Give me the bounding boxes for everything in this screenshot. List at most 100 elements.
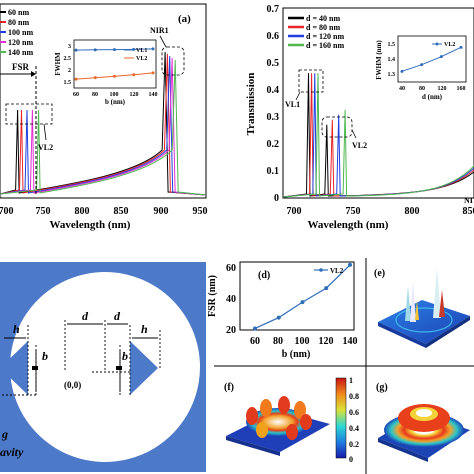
y-tick-06: 0.6 xyxy=(267,31,280,42)
inset-r-x-label: d (nm) xyxy=(422,93,443,101)
inset-x-tick-100: 100 xyxy=(110,92,119,98)
inset-r-point xyxy=(420,63,424,67)
fsr-point xyxy=(300,300,305,305)
panel-d-x-tick-100: 100 xyxy=(295,336,310,347)
legend-right: d = 40 nm d = 80 nm d = 120 nm d = 160 n… xyxy=(288,14,344,50)
x-ticks-right: 700 750 800 850 xyxy=(287,206,474,217)
legend-r-label-2: d = 80 nm xyxy=(306,23,340,32)
vl2-box-left xyxy=(5,103,53,125)
fsr-label: FSR xyxy=(12,62,30,72)
label-g: g xyxy=(1,427,8,441)
legend-label-1: 60 nm xyxy=(8,8,29,17)
inset-r-legend-label: VL2 xyxy=(444,42,455,48)
vl1-box xyxy=(298,69,324,93)
vl2-box-right xyxy=(321,116,353,138)
panel-d-y-tick-20: 20 xyxy=(226,325,236,336)
y-tick-01: 0.1 xyxy=(267,166,280,177)
vl2-label-left: VL2 xyxy=(38,143,53,152)
inset-r-y-label: FWHM (nm) xyxy=(375,40,383,80)
panel-label-d: (d) xyxy=(258,270,270,281)
panel-d-x-tick-80: 80 xyxy=(273,336,283,347)
inset-legend-vl2: VL2 xyxy=(136,56,147,62)
y-tick-0: 0 xyxy=(274,193,279,204)
cavity-disk xyxy=(10,272,200,462)
x-tick-r-700: 700 xyxy=(287,206,302,217)
inset-point-vl1 xyxy=(93,48,97,52)
inset-r-y-tick-14: 1.4 xyxy=(388,57,396,63)
inset-point-vl1 xyxy=(113,48,116,52)
panel-d-frame xyxy=(239,261,355,331)
inset-x-label-left: b (nm) xyxy=(105,98,126,106)
inset-x-tick-60: 60 xyxy=(73,92,79,98)
x-tick-r-850: 850 xyxy=(463,206,474,217)
fsr-point xyxy=(253,326,257,331)
spectrum-right-4 xyxy=(282,73,474,198)
inset-r-y-tick-13: 1.3 xyxy=(388,72,396,78)
vl2-label-right: VL2 xyxy=(352,141,367,150)
y-tick-03: 0.3 xyxy=(267,112,280,123)
x-tick-950: 950 xyxy=(193,206,208,217)
x-tick-850: 850 xyxy=(114,206,129,217)
x-tick-750: 750 xyxy=(36,206,51,217)
panel-d-y-label: FSR (nm) xyxy=(207,275,218,317)
y-tick-05: 0.5 xyxy=(267,58,280,69)
inset-r-series xyxy=(401,46,462,72)
inset-fwhm-b: 3 2.5 2 1.5 60 80 100 120 140 b (nm) FWH… xyxy=(54,39,158,106)
x-axis-label-right: Wavelength (nm) xyxy=(308,219,389,231)
panel-label-a: (a) xyxy=(178,13,191,25)
inset-legend-vl1: VL1 xyxy=(136,48,147,54)
panel-g-ring-center xyxy=(416,409,432,417)
spectrum-left-4 xyxy=(0,57,207,196)
panel-e-ring xyxy=(395,307,453,333)
y-tick-07: 0.7 xyxy=(267,4,280,15)
inset-point-vl2 xyxy=(132,73,136,77)
fsr-point xyxy=(348,262,352,267)
dimension-arrows xyxy=(4,323,158,392)
spectrum-left-3 xyxy=(0,55,207,196)
inset-point-vl1 xyxy=(74,48,78,52)
fsr-point xyxy=(324,286,329,291)
inset-point-vl2 xyxy=(151,71,155,75)
panel-d-y-tick-60: 60 xyxy=(226,263,236,274)
y-ticks-right: 0 0.1 0.2 0.3 0.4 0.5 0.6 0.7 xyxy=(267,4,280,204)
label-b-right: b xyxy=(122,349,128,363)
legend-r-label-4: d = 160 nm xyxy=(306,41,344,50)
panel-label-g: (g) xyxy=(376,382,388,393)
spectrum-lines-left xyxy=(0,51,207,196)
right-triangle-tooth xyxy=(130,341,158,395)
cavity-schematic: h d d h b b (0,0) g avity xyxy=(0,262,206,472)
inset-lines-right xyxy=(400,45,463,73)
panel-d-x-tick-140: 140 xyxy=(343,336,358,347)
y-tick-02: 0.2 xyxy=(267,139,280,150)
colorbar-tick-0: 0 xyxy=(349,455,353,464)
panel-label-e: (e) xyxy=(374,268,385,279)
inset-y-tick-3: 3 xyxy=(68,44,71,50)
inset-x-tick-120: 120 xyxy=(130,92,139,98)
fsr-arrowhead xyxy=(31,71,36,77)
panel-f-field: (f) 1 0.8 0.6 0.4 0.2 0 xyxy=(224,376,359,464)
x-axis-label-left: Wavelength (nm) xyxy=(50,219,131,231)
panel-g-field: (g) xyxy=(376,382,470,462)
vl2-pointer-right xyxy=(351,129,357,139)
panel-g-platform-edge xyxy=(378,438,428,462)
legend-r-label-1: d = 40 nm xyxy=(306,14,340,23)
inset-point-vl2 xyxy=(93,76,97,80)
inset-fwhm-d: 1.5 1.4 1.3 40 80 120 160 d (nm) FWHM (n… xyxy=(375,35,467,101)
inset-lines-left xyxy=(74,47,155,81)
inset-point-vl2 xyxy=(113,74,116,78)
fsr-point xyxy=(276,315,281,320)
plot-frame-right xyxy=(282,7,474,199)
panel-e-platform-edge xyxy=(378,322,426,348)
inset-y-tick-15: 1.5 xyxy=(64,80,72,86)
legend-label-4: 120 nm xyxy=(8,38,33,47)
label-cavity: avity xyxy=(0,445,24,459)
panel-d-x-tick-120: 120 xyxy=(319,336,334,347)
panel-d-fsr: (d) VL2 20 40 60 FSR (nm) 60 80 100 120 … xyxy=(207,261,358,360)
left-triangle-tooth xyxy=(0,341,28,395)
panel-d-x-label: b (nm) xyxy=(282,349,311,360)
inset-r-x-tick-120: 120 xyxy=(438,86,447,92)
inset-r-x-tick-160: 160 xyxy=(457,86,466,92)
spectrum-left-1 xyxy=(0,51,207,196)
inset-x-tick-140: 140 xyxy=(149,92,158,98)
